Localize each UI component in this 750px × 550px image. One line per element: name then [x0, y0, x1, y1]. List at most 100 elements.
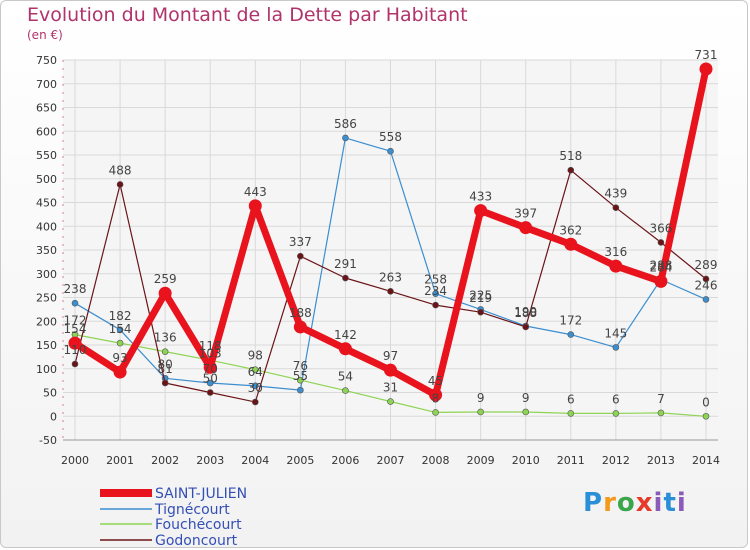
data-point — [477, 408, 484, 416]
legend-label: Fouchécourt — [155, 517, 242, 533]
x-tick-label: 2007 — [377, 454, 405, 467]
data-point — [612, 344, 620, 351]
data-point — [522, 323, 530, 331]
data-point — [71, 360, 79, 368]
data-label: 258 — [424, 273, 447, 287]
data-label: 316 — [604, 245, 627, 259]
y-tick-label: 50 — [43, 387, 57, 400]
data-label: 337 — [289, 235, 312, 249]
data-point — [116, 339, 124, 347]
data-point — [519, 221, 533, 235]
data-label: 145 — [604, 326, 627, 340]
data-label: 433 — [469, 190, 492, 204]
data-point — [68, 336, 82, 350]
x-tick-label: 2005 — [286, 454, 314, 467]
x-tick-label: 2014 — [692, 454, 720, 467]
data-label: 6 — [612, 392, 620, 406]
data-label: 142 — [334, 328, 357, 342]
data-point — [384, 363, 397, 377]
y-tick-label: 100 — [36, 363, 57, 376]
data-point — [116, 181, 124, 188]
data-label: 118 — [199, 339, 222, 353]
data-label: 31 — [383, 381, 398, 395]
data-point — [297, 252, 304, 260]
data-label: 93 — [112, 351, 127, 365]
data-label: 246 — [695, 278, 718, 292]
data-label: 284 — [649, 260, 672, 274]
data-label: 219 — [469, 291, 492, 305]
data-point — [387, 288, 394, 295]
data-label: 103 — [199, 346, 222, 360]
data-point — [342, 134, 349, 142]
data-label: 76 — [293, 359, 308, 373]
x-tick-label: 2013 — [647, 454, 675, 467]
data-label: 731 — [695, 48, 718, 62]
legend-label: Godoncourt — [155, 533, 238, 549]
data-label: 289 — [695, 258, 718, 272]
data-label: 362 — [559, 223, 582, 237]
data-label: 80 — [158, 357, 173, 371]
logo-letter: o — [616, 488, 636, 518]
data-point — [654, 274, 668, 288]
data-label: 397 — [514, 207, 537, 221]
chart-title: Evolution du Montant de la Dette par Hab… — [27, 4, 468, 26]
data-label: 50 — [203, 372, 218, 386]
data-label: 182 — [109, 309, 132, 323]
data-label: 98 — [248, 349, 263, 363]
data-label: 0 — [702, 395, 710, 409]
data-label: 154 — [109, 322, 132, 336]
data-label: 172 — [64, 314, 87, 328]
x-tick-label: 2003 — [196, 454, 224, 467]
data-label: 172 — [559, 314, 582, 328]
data-point — [158, 286, 172, 300]
data-label: 263 — [379, 270, 402, 284]
data-label: 54 — [338, 370, 353, 384]
data-point — [387, 147, 394, 155]
data-point — [702, 296, 710, 303]
data-label: 488 — [109, 163, 132, 177]
y-tick-label: 450 — [36, 197, 57, 210]
logo-letter: i — [676, 488, 687, 518]
logo-letter: P — [583, 488, 604, 518]
data-label: 97 — [383, 349, 398, 363]
x-tick-label: 2008 — [422, 454, 450, 467]
x-tick-label: 2002 — [151, 454, 179, 467]
data-label: 291 — [334, 257, 357, 271]
data-label: 8 — [432, 391, 440, 405]
data-label: 288 — [649, 258, 672, 272]
data-label: 55 — [293, 369, 308, 383]
data-label: 110 — [64, 343, 87, 357]
data-point — [657, 409, 665, 417]
y-tick-label: 200 — [36, 315, 57, 328]
data-label: 225 — [469, 288, 492, 302]
data-point — [612, 204, 620, 212]
data-label: 188 — [289, 306, 312, 320]
data-point — [474, 204, 488, 218]
logo-letter: x — [635, 488, 654, 518]
data-point — [251, 398, 259, 406]
data-point — [609, 259, 623, 273]
data-point — [113, 365, 127, 379]
data-point — [564, 237, 578, 251]
data-label: 188 — [514, 306, 537, 320]
data-label: 586 — [334, 117, 357, 131]
data-label: 366 — [649, 221, 672, 235]
y-tick-label: 150 — [36, 339, 57, 352]
data-label: 9 — [477, 391, 485, 405]
y-tick-label: 600 — [36, 125, 57, 138]
data-point — [248, 199, 262, 213]
x-tick-label: 2011 — [557, 454, 585, 467]
data-point — [251, 382, 259, 390]
x-tick-label: 2004 — [241, 454, 269, 467]
data-label: 136 — [154, 331, 177, 345]
x-tick-label: 2001 — [106, 454, 134, 467]
chart-unit-label: (en €) — [27, 28, 63, 42]
data-label: 259 — [154, 272, 177, 286]
logo-letter: r — [603, 488, 617, 518]
y-tick-label: 300 — [36, 268, 57, 281]
data-label: 64 — [248, 365, 263, 379]
y-tick-label: 350 — [36, 244, 57, 257]
data-label: 7 — [657, 392, 665, 406]
y-tick-label: 0 — [50, 410, 57, 423]
